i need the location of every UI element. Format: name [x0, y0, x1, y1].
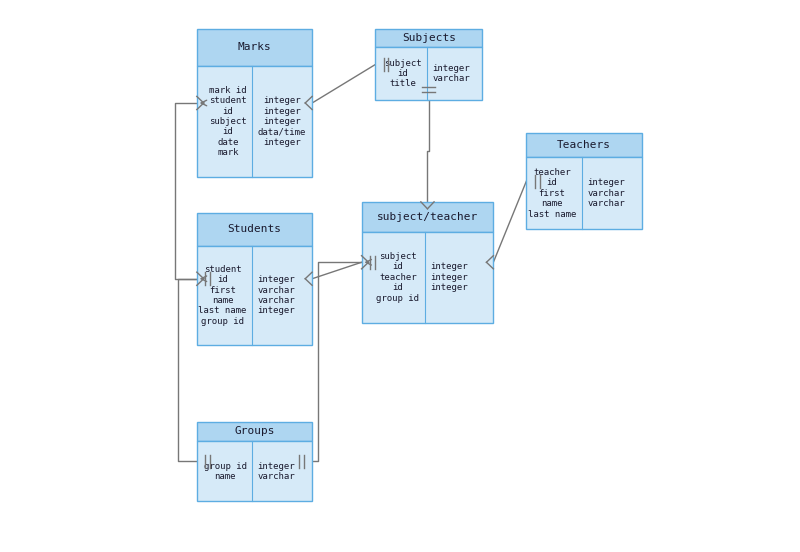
Text: integer
integer
integer
data/time
integer: integer integer integer data/time intege…	[258, 96, 306, 147]
FancyBboxPatch shape	[197, 213, 312, 246]
Text: Students: Students	[227, 224, 282, 234]
FancyBboxPatch shape	[197, 66, 312, 177]
Text: Marks: Marks	[238, 43, 271, 52]
Text: integer
varchar
varchar: integer varchar varchar	[587, 178, 625, 208]
FancyBboxPatch shape	[197, 246, 312, 344]
FancyBboxPatch shape	[197, 442, 312, 501]
Text: Teachers: Teachers	[557, 140, 611, 150]
FancyBboxPatch shape	[197, 29, 312, 66]
Text: teacher
id
first
name
last name: teacher id first name last name	[528, 168, 576, 219]
Text: student
id
first
name
last name
group id: student id first name last name group id	[198, 265, 246, 326]
FancyBboxPatch shape	[526, 133, 642, 157]
FancyBboxPatch shape	[362, 202, 494, 232]
Text: Subjects: Subjects	[402, 33, 456, 43]
FancyBboxPatch shape	[362, 232, 494, 323]
Text: group id
name: group id name	[204, 461, 246, 481]
Text: subject/teacher: subject/teacher	[377, 212, 478, 222]
FancyBboxPatch shape	[375, 29, 482, 47]
Text: integer
varchar
varchar
integer: integer varchar varchar integer	[258, 275, 295, 315]
Text: mark id
student
id
subject
id
date
mark: mark id student id subject id date mark	[209, 86, 246, 157]
Text: subject
id
teacher
id
group id: subject id teacher id group id	[376, 252, 419, 302]
FancyBboxPatch shape	[375, 47, 482, 100]
Text: integer
integer
integer: integer integer integer	[430, 262, 468, 292]
Text: integer
varchar: integer varchar	[432, 64, 470, 83]
Text: integer
varchar: integer varchar	[258, 461, 295, 481]
Text: subject
id
title: subject id title	[383, 59, 421, 88]
FancyBboxPatch shape	[197, 422, 312, 442]
Text: Groups: Groups	[234, 427, 274, 437]
FancyBboxPatch shape	[526, 157, 642, 229]
